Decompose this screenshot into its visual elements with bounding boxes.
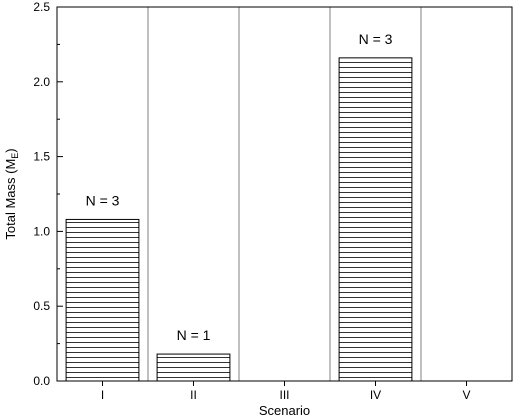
x-tick-label: I xyxy=(101,388,104,402)
x-tick-label: V xyxy=(462,388,470,402)
y-tick-label: 1.0 xyxy=(33,224,50,238)
bars xyxy=(65,57,413,382)
y-tick-label: 0.0 xyxy=(33,374,50,388)
y-axis-title: Total Mass (ME) xyxy=(3,148,20,239)
bar-II xyxy=(156,353,231,382)
bar-data-label: N = 3 xyxy=(86,192,120,208)
x-axis-ticks: I II III IV V xyxy=(101,381,471,402)
bar-data-labels: N = 3 N = 1 N = 3 xyxy=(86,31,393,343)
bar-IV xyxy=(338,57,413,382)
bar-data-label: N = 1 xyxy=(177,327,211,343)
y-tick-label: 1.5 xyxy=(33,150,50,164)
category-separators xyxy=(147,7,422,381)
y-tick-label: 2.0 xyxy=(33,75,50,89)
y-axis-title-suffix: ) xyxy=(3,148,18,152)
x-tick-label: IV xyxy=(370,388,381,402)
y-axis-title-prefix: Total Mass (M xyxy=(3,159,18,240)
y-axis-title-subscript: E xyxy=(10,153,20,159)
bar-data-label: N = 3 xyxy=(359,31,393,47)
bar-I xyxy=(65,218,140,382)
x-tick-label: III xyxy=(279,388,289,402)
y-tick-label: 0.5 xyxy=(33,299,50,313)
x-tick-label: II xyxy=(190,388,197,402)
y-tick-label: 2.5 xyxy=(33,0,50,14)
x-axis-title: Scenario xyxy=(259,403,310,418)
y-axis-ticks: 0.0 0.5 1.0 1.5 2.0 2.5 xyxy=(33,0,63,388)
